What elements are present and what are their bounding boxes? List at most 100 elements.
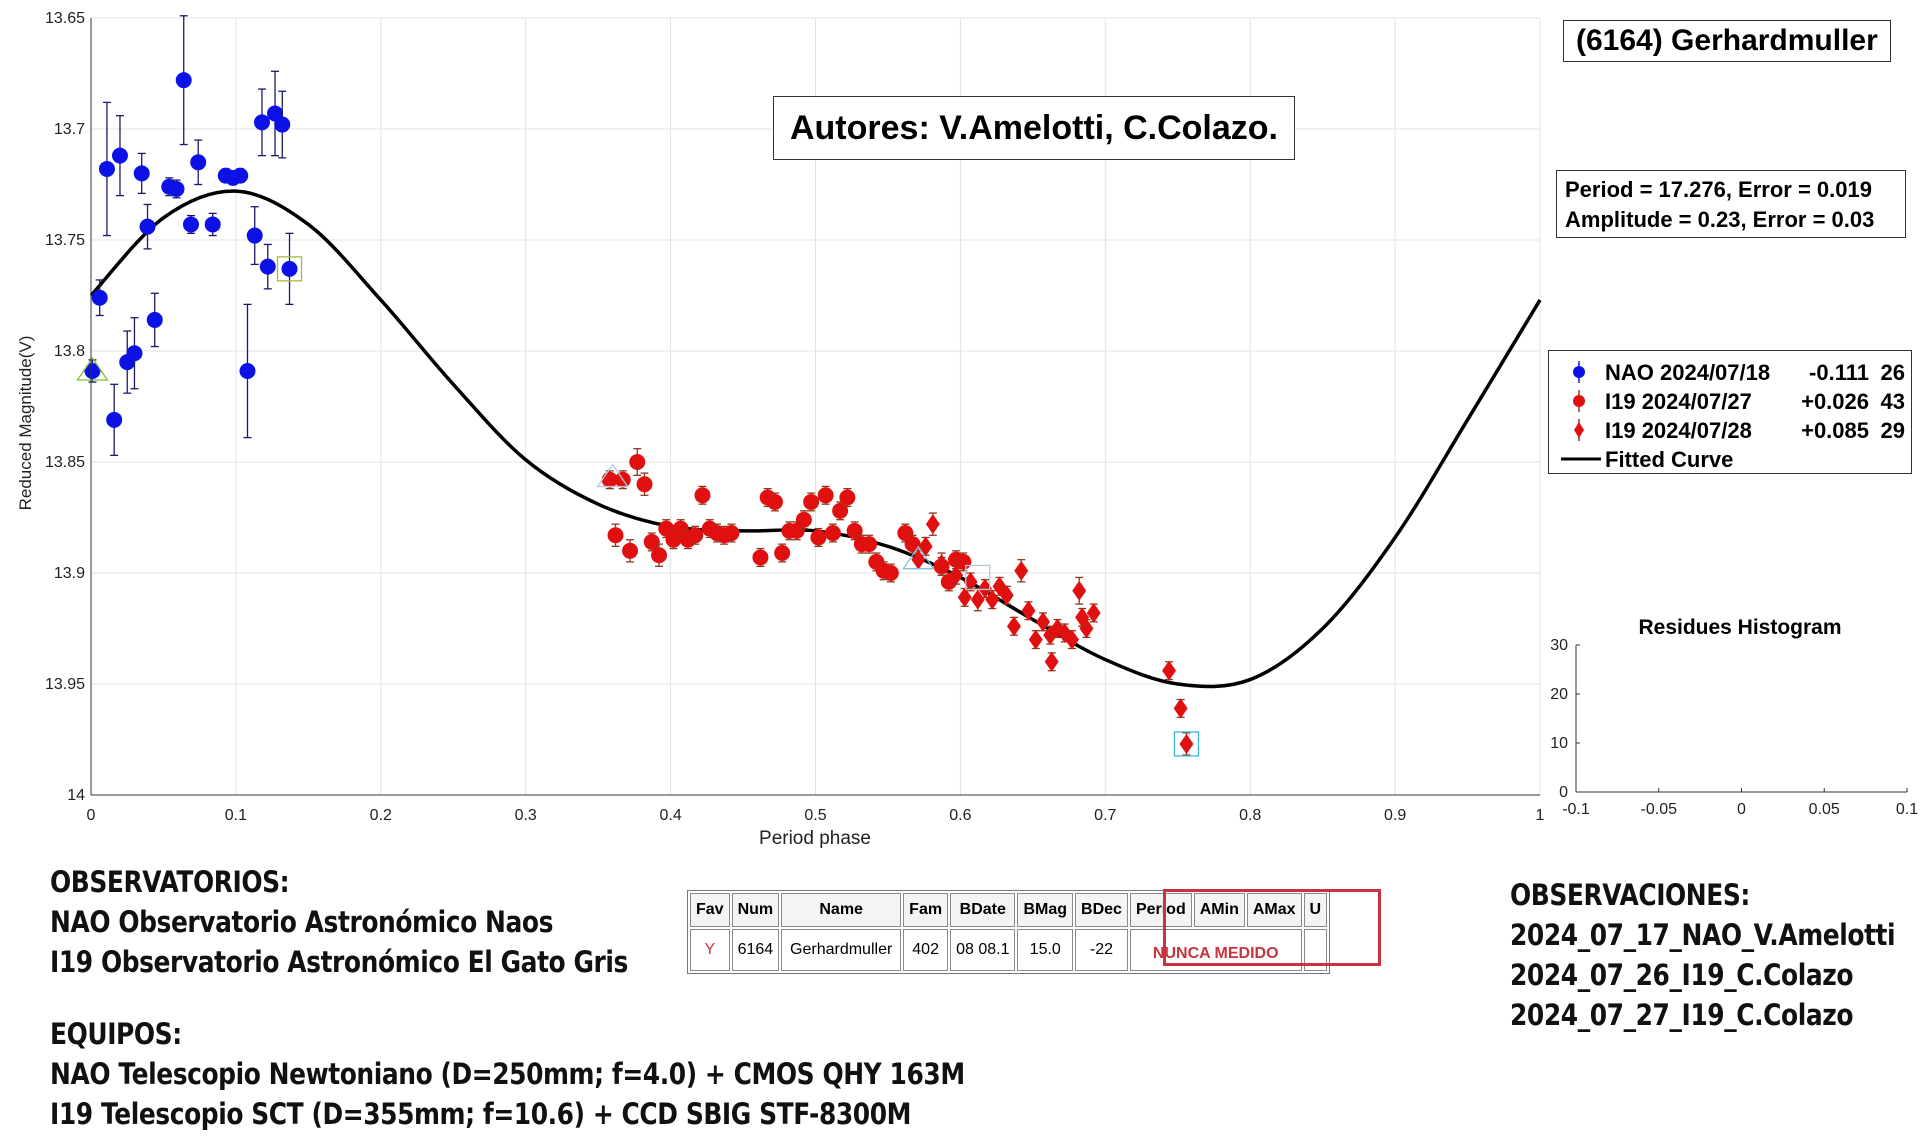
x-tick-label: 0.7: [1094, 807, 1116, 824]
reference-marker: [76, 356, 109, 381]
data-point: [861, 536, 878, 553]
table-header-cell: U: [1303, 893, 1328, 927]
data-point: [934, 554, 949, 575]
authors-box: Autores: V.Amelotti, C.Colazo.: [773, 96, 1295, 160]
table-header-cell: Fav: [690, 893, 730, 927]
equipos-block: EQUIPOS: NAO Telescopio Newtoniano (D=25…: [50, 1014, 965, 1134]
table-header-cell: Name: [781, 893, 902, 927]
period-status-cell: NUNCA MEDIDO: [1129, 929, 1302, 971]
data-point: [246, 227, 263, 244]
y-axis-label: Reduced Magnitude(V): [16, 336, 35, 511]
data-point: [253, 114, 270, 131]
period-highlight-box: [1163, 889, 1381, 966]
legend-name: Fitted Curve: [1605, 447, 1734, 472]
bdec-cell: -22: [1075, 929, 1128, 971]
asteroid-info-table: Fav Num Name Fam BDate BMag BDec Period …: [687, 890, 1331, 974]
data-point: [126, 345, 143, 362]
data-point: [1014, 560, 1029, 581]
data-point: [1044, 651, 1059, 672]
data-point: [168, 180, 185, 197]
legend-offset: +0.026: [1801, 389, 1869, 414]
y-tick-label: 14: [67, 787, 85, 804]
equipos-heading: EQUIPOS:: [50, 1017, 182, 1051]
legend-name: NAO 2024/07/18: [1605, 360, 1771, 385]
observacion-line: 2024_07_26_I19_C.Colazo: [1510, 958, 1854, 992]
observacion-line: 2024_07_17_NAO_V.Amelotti: [1510, 918, 1896, 952]
data-point: [752, 549, 769, 566]
data-point: [839, 489, 856, 506]
y-tick-label: 13.75: [45, 232, 85, 249]
data-point: [882, 565, 899, 581]
tick-labels: 0 0.1 0.2 0.3 0.4 0.5 0.6 0.7 0.8 0.9 1 13.65 13.7 13…: [45, 10, 1545, 824]
data-point: [978, 578, 993, 599]
data-point: [1007, 616, 1022, 637]
table-header-cell: Num: [731, 893, 780, 927]
legend-entry: I19 2024/07/27 +0.026 43: [1549, 386, 1911, 416]
data-point: [106, 411, 123, 428]
reference-marker: [902, 545, 935, 570]
data-point: [643, 533, 660, 550]
observatorio-line: I19 Observatorio Astronómico El Gato Gri…: [50, 945, 628, 979]
fav-cell: Y: [690, 929, 730, 971]
legend-offset: +0.085: [1801, 418, 1869, 443]
data-point: [970, 589, 985, 610]
data-point: [723, 525, 740, 542]
data-point: [795, 511, 812, 528]
observaciones-block: OBSERVACIONES: 2024_07_17_NAO_V.Amelotti…: [1510, 875, 1896, 1035]
x-axis-label: Period phase: [759, 828, 871, 849]
table-header-cell: BDate: [950, 893, 1016, 927]
table-row: Y 6164 Gerhardmuller 402 08 08.1 15.0 -2…: [690, 929, 1328, 971]
x-tick-label: 0.2: [370, 807, 392, 824]
legend-entry: Fitted Curve: [1549, 444, 1911, 474]
data-point: [1086, 602, 1101, 623]
x-tick-label: 0.3: [515, 807, 537, 824]
legend-name: I19 2024/07/28: [1605, 418, 1752, 443]
data-point: [274, 116, 291, 133]
data-point: [651, 547, 668, 564]
observacion-line: 2024_07_27_I19_C.Colazo: [1510, 998, 1854, 1032]
x-tick-label: 0.6: [949, 807, 971, 824]
amplitude-line: Amplitude = 0.23, Error = 0.03: [1565, 207, 1875, 232]
bdate-cell: 08 08.1: [950, 929, 1016, 971]
data-point: [175, 72, 192, 89]
data-point: [817, 487, 834, 504]
legend-count: 26: [1880, 360, 1905, 385]
table-header-cell: Fam: [903, 893, 949, 927]
legend-entry: NAO 2024/07/18 -0.111 26: [1549, 357, 1911, 387]
legend-marker-diamond-red: [1574, 419, 1584, 441]
data-point: [774, 545, 791, 562]
u-cell: [1303, 929, 1328, 971]
data-points-layer: [76, 15, 1200, 757]
legend-name: I19 2024/07/27: [1605, 389, 1752, 414]
asteroid-title: (6164) Gerhardmuller: [1563, 20, 1891, 62]
data-point: [91, 289, 108, 306]
data-point: [259, 258, 276, 275]
data-point: [925, 514, 940, 535]
observatorios-block: OBSERVATORIOS: NAO Observatorio Astronóm…: [50, 862, 628, 982]
equipo-line: I19 Telescopio SCT (D=355mm; f=10.6) + C…: [50, 1097, 912, 1131]
observatorios-heading: OBSERVATORIOS:: [50, 865, 290, 899]
table-header-cell: BMag: [1017, 893, 1074, 927]
reference-marker: [596, 463, 629, 488]
data-point: [1075, 607, 1090, 628]
equipo-line: NAO Telescopio Newtoniano (D=250mm; f=4.…: [50, 1057, 965, 1091]
observaciones-heading: OBSERVACIONES:: [1510, 878, 1750, 912]
data-point: [1072, 580, 1087, 601]
data-point: [999, 585, 1014, 606]
y-tick-label: 13.95: [45, 676, 85, 693]
data-point: [1179, 733, 1194, 754]
data-point: [607, 527, 624, 544]
data-point: [1021, 600, 1036, 621]
data-point: [1064, 629, 1079, 650]
legend-count: 29: [1880, 418, 1905, 443]
table-header-cell: AMax: [1246, 893, 1302, 927]
y-tick-label: 13.65: [45, 10, 85, 27]
data-point: [239, 362, 256, 379]
legend-marker-circle-blue: [1573, 361, 1585, 383]
data-point: [133, 165, 150, 182]
chart-legend: NAO 2024/07/18 -0.111 26 I19 2024/07/27 …: [1548, 350, 1912, 474]
data-point: [810, 529, 827, 546]
data-point: [139, 218, 156, 235]
table-header-cell: AMin: [1193, 893, 1245, 927]
data-point: [111, 147, 128, 164]
